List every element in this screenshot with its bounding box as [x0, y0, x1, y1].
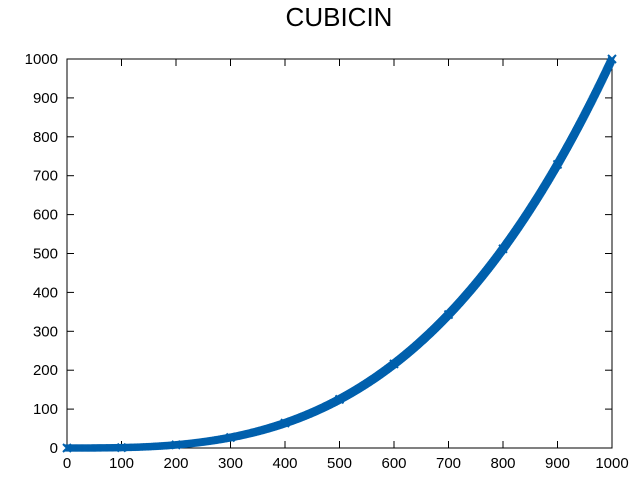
y-tick-label: 0 — [50, 440, 58, 457]
x-tick-label: 700 — [436, 455, 461, 472]
y-tick-label: 800 — [33, 129, 58, 146]
data-point — [443, 309, 454, 320]
x-tick-label: 900 — [545, 455, 570, 472]
x-tick-label: 800 — [490, 455, 515, 472]
y-tick-label: 200 — [33, 362, 58, 379]
data-point — [389, 359, 399, 369]
y-tick-label: 600 — [33, 207, 58, 224]
x-axis: 0 100 200 300 400 500 600 700 800 900 1000 — [63, 59, 629, 472]
plot-area-border — [66, 58, 613, 449]
y-tick-label: 1000 — [25, 51, 58, 68]
x-tick-label: 200 — [163, 455, 188, 472]
x-tick-label: 0 — [63, 455, 71, 472]
y-tick-label: 900 — [33, 90, 58, 107]
x-tick-label: 600 — [381, 455, 406, 472]
data-point — [498, 244, 508, 254]
data-point — [225, 432, 236, 443]
x-tick-label: 300 — [218, 455, 243, 472]
data-point — [552, 159, 563, 170]
chart-title: CUBICIN — [286, 2, 393, 32]
data-point — [607, 54, 617, 64]
data-point — [62, 443, 72, 453]
y-tick-label: 700 — [33, 168, 58, 185]
y-axis: 0 100 200 300 400 500 600 700 800 900 1000 — [25, 51, 612, 457]
x-tick-label: 1000 — [595, 455, 628, 472]
x-tick-label: 500 — [327, 455, 352, 472]
y-tick-label: 400 — [33, 284, 58, 301]
y-tick-label: 100 — [33, 401, 58, 418]
data-point — [116, 442, 127, 453]
x-tick-label: 400 — [272, 455, 297, 472]
data-point — [171, 440, 181, 450]
y-tick-label: 500 — [33, 246, 58, 263]
y-tick-label: 300 — [33, 323, 58, 340]
data-point — [334, 394, 345, 405]
series-markers — [62, 54, 617, 453]
x-tick-label: 100 — [109, 455, 134, 472]
data-point — [280, 418, 290, 428]
data-series — [62, 54, 617, 453]
